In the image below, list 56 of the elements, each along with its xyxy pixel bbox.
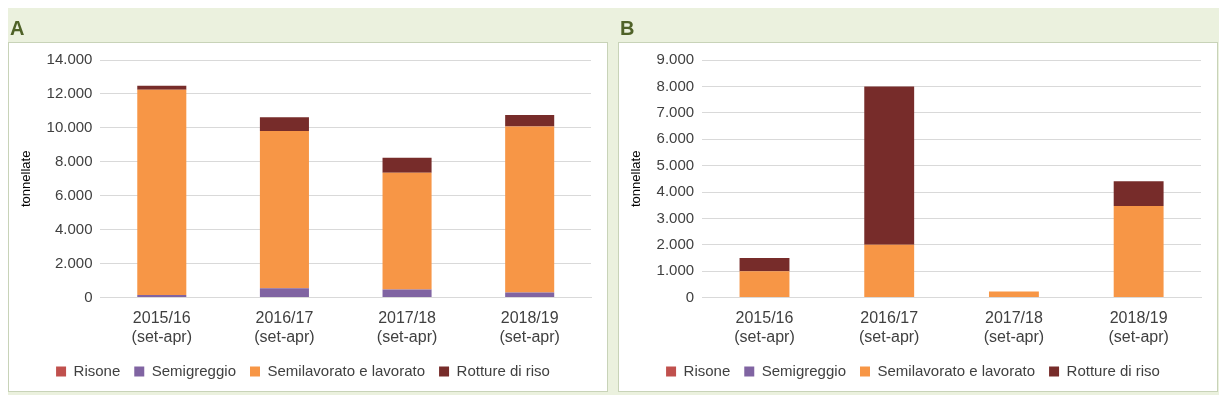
y-tick-label: 8.000 [656,76,695,94]
legend-label: Rotture di riso [456,361,550,379]
bar [505,126,555,293]
y-tick-label: 2.000 [54,253,93,271]
x-tick-label: 2018/19 (set-apr) [499,308,560,345]
bar [259,288,309,298]
bar [382,289,432,298]
bar [137,89,187,296]
y-tick-label: 12.000 [46,84,93,102]
y-tick-label: 8.000 [54,151,93,169]
bar [382,172,432,290]
y-tick-label: 5.000 [656,155,695,173]
legend-label: Risone [73,361,121,379]
x-tick-label: 2017/18 (set-apr) [376,308,438,345]
y-tick-label: 0 [685,287,695,305]
x-tick-label: 2016/17 (set-apr) [254,308,315,345]
bar [864,244,915,298]
y-axis-title: tonnellate [628,150,644,207]
legend-label: Risone [683,361,731,379]
bar [137,295,187,298]
chart-title: B [619,16,636,41]
bar [259,131,309,289]
bar [259,117,309,132]
y-tick-label: 14.000 [46,50,93,68]
y-tick-label: 2.000 [656,234,695,252]
legend-label: Semilavorato e lavorato [877,361,1036,379]
x-tick-label: 2016/17 (set-apr) [858,308,920,345]
bar [864,86,915,245]
x-tick-label: 2018/19 (set-apr) [1108,308,1169,345]
bar [137,85,187,90]
x-tick-label: 2015/16 (set-apr) [734,308,795,345]
legend-label: Rotture di riso [1066,361,1160,379]
y-tick-label: 6.000 [54,185,93,203]
y-tick-label: 4.000 [656,182,695,200]
y-tick-label: 7.000 [656,102,695,120]
bar [739,258,790,272]
bar [505,114,555,127]
y-tick-label: 10.000 [46,118,93,136]
bar [739,271,790,298]
bar [1113,181,1164,206]
legend-label: Semigreggio [761,361,846,379]
legend-label: Semigreggio [151,361,236,379]
y-tick-label: 3.000 [656,208,695,226]
x-tick-label: 2017/18 (set-apr) [983,308,1045,345]
bar [988,291,1039,298]
y-tick-label: 9.000 [656,50,695,68]
y-tick-label: 4.000 [54,219,93,237]
legend-label: Semilavorato e lavorato [267,361,426,379]
bar [1113,205,1164,298]
y-tick-label: 1.000 [656,261,695,279]
y-axis-title: tonnellate [18,150,34,207]
y-tick-label: 0 [84,287,93,305]
bar [382,157,432,173]
y-tick-label: 6.000 [656,129,695,147]
chart-title: A [9,16,26,41]
x-tick-label: 2015/16 (set-apr) [131,308,193,345]
